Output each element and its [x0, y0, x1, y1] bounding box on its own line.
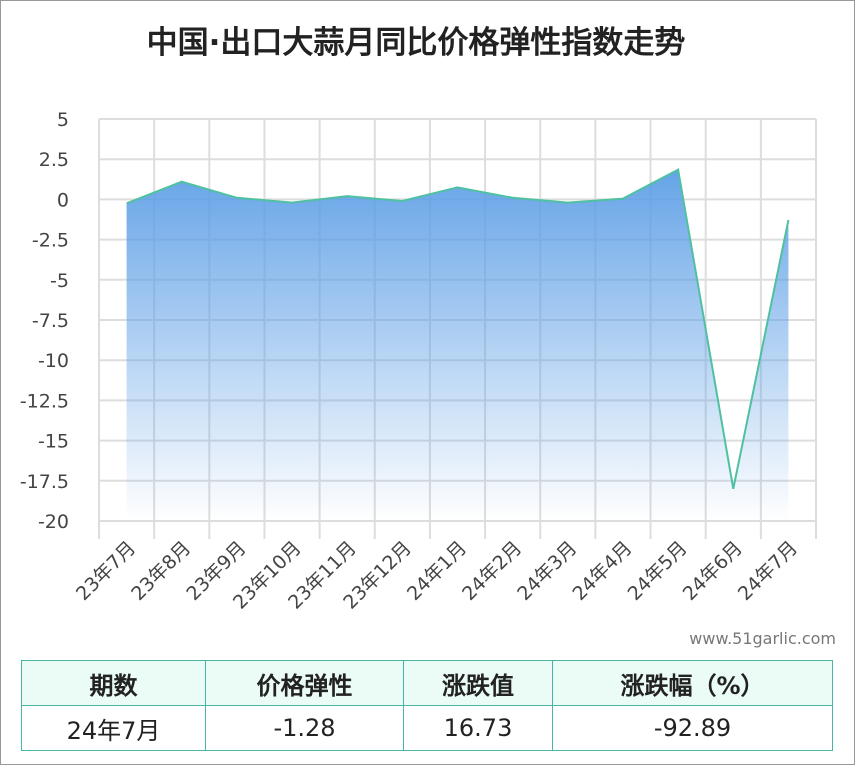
- x-tick-label: 24年5月: [624, 537, 692, 605]
- y-tick-label: 5: [57, 109, 69, 131]
- summary-table: 期数 价格弹性 涨跌值 涨跌幅（%） 24年7月 -1.28 16.73 -92.89: [21, 660, 833, 751]
- y-tick-label: -20: [38, 511, 69, 533]
- y-tick-label: 0: [57, 189, 69, 211]
- y-tick-label: 2.5: [39, 149, 69, 171]
- x-tick-label: 24年3月: [513, 537, 581, 605]
- y-tick-label: -5: [50, 270, 69, 292]
- cell: 24年7月: [21, 705, 206, 751]
- x-tick-label: 24年6月: [679, 537, 747, 605]
- header-cell: 涨跌幅（%）: [552, 660, 833, 706]
- cell: 16.73: [403, 705, 553, 751]
- x-tick-label: 24年7月: [734, 537, 802, 605]
- chart-title: 中国·出口大蒜月同比价格弹性指数走势: [147, 25, 686, 61]
- y-tick-label: -17.5: [20, 471, 69, 493]
- line: [126, 168, 790, 490]
- y-tick-label: -2.5: [32, 230, 69, 252]
- y-tick-label: -7.5: [32, 310, 69, 332]
- x-tick-label: 24年1月: [403, 537, 471, 605]
- y-tick-label: -15: [38, 431, 69, 453]
- x-tick-label: 24年2月: [458, 537, 526, 605]
- x-tick-label: 23年7月: [72, 537, 140, 605]
- area: [126, 169, 789, 522]
- header-cell: 价格弹性: [205, 660, 404, 706]
- header-cell: 涨跌值: [403, 660, 553, 706]
- x-tick-label: 23年8月: [127, 537, 195, 605]
- y-tick-label: -10: [38, 350, 69, 372]
- x-tick-label: 24年4月: [568, 537, 636, 605]
- chart: 中国·出口大蒜月同比价格弹性指数走势 www.51garlic.com 5 2.5…: [20, 25, 836, 648]
- y-tick-label: -12.5: [20, 390, 69, 412]
- watermark: www.51garlic.com: [689, 629, 836, 648]
- cell: -92.89: [552, 705, 833, 751]
- cell: -1.28: [205, 705, 404, 751]
- header-cell: 期数: [21, 660, 206, 706]
